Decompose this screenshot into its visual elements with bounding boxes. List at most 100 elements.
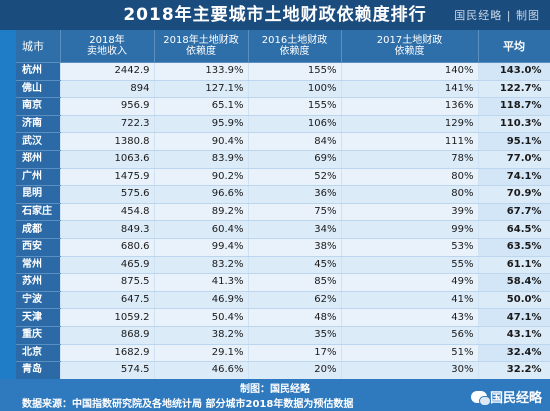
column-header-0: 城市 [16, 30, 61, 63]
dependency-2017-cell: 30% [341, 361, 479, 379]
dependency-2016-cell: 106% [248, 115, 342, 134]
city-name-cell: 西安 [16, 238, 61, 257]
dependency-2018-cell: 29.1% [154, 344, 249, 363]
land-revenue-2018-cell: 722.3 [60, 115, 155, 134]
average-dependency-cell: 122.7% [478, 80, 550, 99]
dependency-2018-cell: 90.4% [154, 132, 249, 151]
average-dependency-cell: 63.5% [478, 238, 550, 257]
average-dependency-cell: 58.4% [478, 273, 550, 292]
title-bar: 2018年主要城市土地财政依赖度排行 国民经略 | 制图 [0, 0, 550, 30]
average-dependency-cell: 64.5% [478, 220, 550, 239]
dependency-2017-cell: 141% [341, 80, 479, 99]
dependency-2017-cell: 80% [341, 168, 479, 187]
dependency-2017-cell: 43% [341, 308, 479, 327]
dependency-2016-cell: 52% [248, 168, 342, 187]
dependency-2016-cell: 17% [248, 344, 342, 363]
column-header-3: 2016土地财政 依赖度 [248, 30, 342, 63]
brand-watermark: 国民经略 | 制图 [454, 9, 540, 22]
average-dependency-cell: 50.0% [478, 291, 550, 310]
dependency-2017-cell: 41% [341, 291, 479, 310]
average-dependency-cell: 32.2% [478, 361, 550, 379]
dependency-2017-cell: 56% [341, 326, 479, 345]
dependency-2018-cell: 99.4% [154, 238, 249, 257]
table-row: 天津 1059.2 50.4% 48% 43% 47.1% [16, 308, 550, 327]
dependency-2017-cell: 53% [341, 238, 479, 257]
dependency-2017-cell: 49% [341, 273, 479, 292]
city-name-cell: 广州 [16, 168, 61, 187]
column-header-2: 2018年土地财政 依赖度 [154, 30, 249, 63]
land-revenue-2018-cell: 1059.2 [60, 308, 155, 327]
column-header-5: 平均 [478, 30, 550, 63]
city-name-cell: 南京 [16, 97, 61, 116]
land-revenue-2018-cell: 2442.9 [60, 62, 155, 81]
land-revenue-2018-cell: 894 [60, 80, 155, 99]
average-dependency-cell: 143.0% [478, 62, 550, 81]
city-name-cell: 郑州 [16, 150, 61, 169]
table-row: 南京 956.9 65.1% 155% 136% 118.7% [16, 97, 550, 116]
column-header-1: 2018年 卖地收入 [60, 30, 155, 63]
land-revenue-2018-cell: 1682.9 [60, 344, 155, 363]
table-row: 重庆 868.9 38.2% 35% 56% 43.1% [16, 326, 550, 345]
average-dependency-cell: 77.0% [478, 150, 550, 169]
land-revenue-2018-cell: 647.5 [60, 291, 155, 310]
dependency-2016-cell: 34% [248, 220, 342, 239]
average-dependency-cell: 95.1% [478, 132, 550, 151]
land-revenue-2018-cell: 1380.8 [60, 132, 155, 151]
table-row: 佛山 894 127.1% 100% 141% 122.7% [16, 80, 550, 99]
wechat-account-name: 国民经略 [489, 391, 542, 406]
dependency-2018-cell: 83.2% [154, 256, 249, 275]
table-row: 郑州 1063.6 83.9% 69% 78% 77.0% [16, 150, 550, 169]
average-dependency-cell: 61.1% [478, 256, 550, 275]
ranking-table-container: 城市 2018年 卖地收入 2018年土地财政 依赖度 2016土地财政 依赖度 2017土地… [16, 30, 550, 379]
dependency-2016-cell: 75% [248, 203, 342, 222]
table-row: 成都 849.3 60.4% 34% 99% 64.5% [16, 220, 550, 239]
dependency-2016-cell: 36% [248, 185, 342, 204]
table-row: 北京 1682.9 29.1% 17% 51% 32.4% [16, 344, 550, 363]
footer: 制图：国民经略 数据来源：中国指数研究院及各地统计局 部分城市2018年数据为预… [0, 379, 550, 411]
table-body: 杭州 2442.9 133.9% 155% 140% 143.0% 佛山 894 127.1% 1… [16, 62, 550, 379]
city-name-cell: 佛山 [16, 80, 61, 99]
dependency-2018-cell: 83.9% [154, 150, 249, 169]
table-row: 宁波 647.5 46.9% 62% 41% 50.0% [16, 291, 550, 310]
dependency-2017-cell: 55% [341, 256, 479, 275]
dependency-2016-cell: 69% [248, 150, 342, 169]
average-dependency-cell: 74.1% [478, 168, 550, 187]
dependency-2016-cell: 62% [248, 291, 342, 310]
dependency-2018-cell: 41.3% [154, 273, 249, 292]
city-name-cell: 杭州 [16, 62, 61, 81]
dependency-2017-cell: 111% [341, 132, 479, 151]
dependency-2016-cell: 85% [248, 273, 342, 292]
wechat-badge: 国民经略 [470, 387, 542, 406]
table-row: 常州 465.9 83.2% 45% 55% 61.1% [16, 256, 550, 275]
dependency-2016-cell: 38% [248, 238, 342, 257]
city-name-cell: 北京 [16, 344, 61, 363]
city-name-cell: 宁波 [16, 291, 61, 310]
dependency-2018-cell: 96.6% [154, 185, 249, 204]
dependency-2018-cell: 89.2% [154, 203, 249, 222]
dependency-2017-cell: 140% [341, 62, 479, 81]
ranking-table: 城市 2018年 卖地收入 2018年土地财政 依赖度 2016土地财政 依赖度 2017土地… [16, 30, 550, 379]
land-revenue-2018-cell: 956.9 [60, 97, 155, 116]
average-dependency-cell: 32.4% [478, 344, 550, 363]
city-name-cell: 成都 [16, 220, 61, 239]
land-revenue-2018-cell: 680.6 [60, 238, 155, 257]
city-name-cell: 石家庄 [16, 203, 61, 222]
dependency-2016-cell: 48% [248, 308, 342, 327]
land-revenue-2018-cell: 875.5 [60, 273, 155, 292]
wechat-icon [470, 391, 491, 406]
dependency-2018-cell: 90.2% [154, 168, 249, 187]
city-name-cell: 重庆 [16, 326, 61, 345]
column-header-4: 2017土地财政 依赖度 [341, 30, 479, 63]
average-dependency-cell: 110.3% [478, 115, 550, 134]
page-title: 2018年主要城市土地财政依赖度排行 [123, 5, 427, 25]
land-revenue-2018-cell: 465.9 [60, 256, 155, 275]
city-name-cell: 苏州 [16, 273, 61, 292]
table-row: 武汉 1380.8 90.4% 84% 111% 95.1% [16, 132, 550, 151]
table-row: 苏州 875.5 41.3% 85% 49% 58.4% [16, 273, 550, 292]
city-name-cell: 青岛 [16, 361, 61, 379]
dependency-2016-cell: 20% [248, 361, 342, 379]
dependency-2018-cell: 50.4% [154, 308, 249, 327]
city-name-cell: 武汉 [16, 132, 61, 151]
dependency-2018-cell: 65.1% [154, 97, 249, 116]
dependency-2018-cell: 127.1% [154, 80, 249, 99]
